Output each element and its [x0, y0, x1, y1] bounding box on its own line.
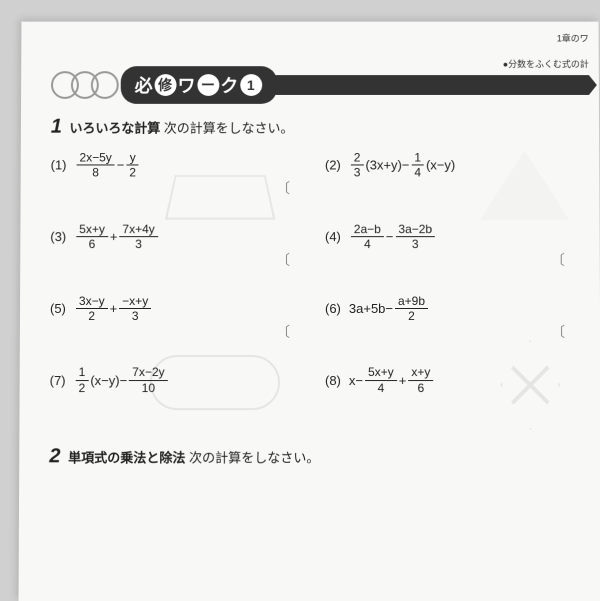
answer-bracket: 〔 — [276, 178, 290, 198]
problem-number: (4) — [325, 229, 341, 244]
problem-expression: x− 5x+y4 + x+y6 — [349, 365, 436, 395]
title-bar: 必 修 ワ ー ク 1 — [121, 66, 277, 104]
problem-expression: 12 (x−y)− 7x−2y10 — [74, 365, 170, 395]
problem-number: (7) — [50, 373, 66, 388]
problem-1: (1) 2x−5y8 − y2 〔 — [51, 151, 315, 181]
problem-8: (8) x− 5x+y4 + x+y6 — [325, 365, 590, 395]
problems-grid: (1) 2x−5y8 − y2 〔 (2) 23 (3x+y)− 14 (x−y… — [50, 151, 591, 396]
problem-7: (7) 12 (x−y)− 7x−2y10 — [50, 365, 315, 395]
chapter-note: 1章のワ — [557, 32, 589, 45]
section-instruction: 次の計算をしなさい。 — [189, 450, 319, 465]
section-number: 2 — [49, 445, 60, 467]
answer-bracket: 〔 — [551, 250, 565, 270]
section-number: 1 — [51, 116, 62, 138]
worksheet-page: 1章のワ ●分数をふくむ式の計 必 修 ワ ー ク 1 1 いろいろな計算 次の… — [19, 22, 600, 601]
problem-expression: 3a+5b− a+9b2 — [349, 294, 430, 324]
answer-bracket: 〔 — [276, 322, 290, 342]
problem-2: (2) 23 (3x+y)− 14 (x−y) — [325, 151, 589, 181]
title-char-circle: ー — [197, 74, 219, 96]
problem-5: (5) 3x−y2 + −x+y3 〔 — [50, 294, 315, 324]
rings-icon — [51, 71, 111, 99]
problem-number: (1) — [51, 158, 67, 173]
title-char-circle: 1 — [240, 74, 262, 96]
problem-expression: 23 (3x+y)− 14 (x−y) — [349, 151, 455, 181]
title-char: 必 — [135, 72, 154, 98]
problem-number: (2) — [325, 158, 341, 173]
title-tail — [275, 75, 589, 95]
section-bold: 単項式の乗法と除法 — [68, 450, 185, 465]
answer-bracket: 〔 — [276, 250, 290, 270]
section-2-title: 2 単項式の乗法と除法 次の計算をしなさい。 — [49, 445, 590, 468]
problem-expression: 5x+y6 + 7x+4y3 — [74, 222, 160, 252]
section-1-title: 1 いろいろな計算 次の計算をしなさい。 — [51, 116, 589, 139]
answer-bracket: 〔 — [551, 322, 565, 342]
problem-expression: 3x−y2 + −x+y3 — [74, 294, 153, 324]
section-2: 2 単項式の乗法と除法 次の計算をしなさい。 — [49, 445, 590, 468]
problem-expression: 2x−5y8 − y2 — [74, 151, 141, 181]
problem-number: (3) — [50, 229, 66, 244]
section-instruction: 次の計算をしなさい。 — [164, 121, 294, 136]
title-char: ワ — [177, 72, 196, 98]
page-header: 必 修 ワ ー ク 1 — [51, 66, 589, 104]
problem-number: (6) — [325, 301, 341, 316]
problem-6: (6) 3a+5b− a+9b2 〔 — [325, 294, 590, 324]
problem-number: (8) — [325, 373, 341, 388]
section-bold: いろいろな計算 — [69, 121, 160, 136]
problem-expression: 2a−b4 − 3a−2b3 — [349, 222, 437, 252]
problem-4: (4) 2a−b4 − 3a−2b3 〔 — [325, 222, 590, 252]
problem-number: (5) — [50, 301, 66, 316]
title-char-circle: 修 — [155, 74, 177, 96]
problem-3: (3) 5x+y6 + 7x+4y3 〔 — [50, 222, 315, 252]
section-1: 1 いろいろな計算 次の計算をしなさい。 (1) 2x−5y8 − y2 〔 (… — [50, 116, 591, 395]
title-char: ク — [220, 72, 239, 98]
